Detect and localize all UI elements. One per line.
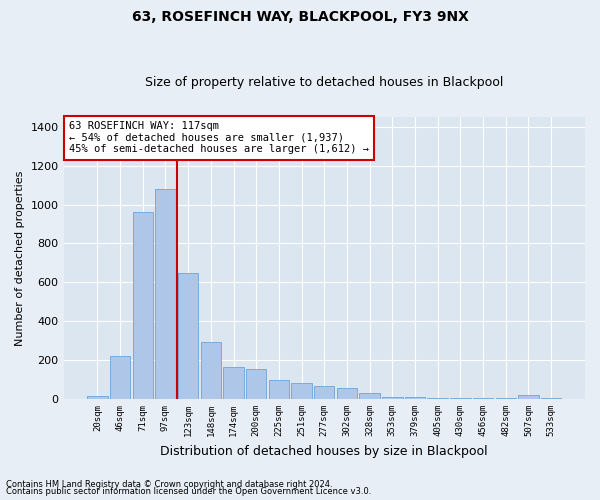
Bar xyxy=(496,398,516,399)
Bar xyxy=(427,398,448,399)
Bar xyxy=(337,388,357,399)
Bar xyxy=(541,398,561,399)
X-axis label: Distribution of detached houses by size in Blackpool: Distribution of detached houses by size … xyxy=(160,444,488,458)
Bar xyxy=(133,212,153,399)
Bar xyxy=(178,272,199,399)
Bar xyxy=(405,397,425,399)
Text: Contains HM Land Registry data © Crown copyright and database right 2024.: Contains HM Land Registry data © Crown c… xyxy=(6,480,332,489)
Bar xyxy=(450,398,470,399)
Bar xyxy=(246,369,266,399)
Bar xyxy=(155,189,176,399)
Bar xyxy=(87,396,107,399)
Bar xyxy=(314,386,334,399)
Bar xyxy=(292,384,312,399)
Y-axis label: Number of detached properties: Number of detached properties xyxy=(15,170,25,346)
Bar xyxy=(269,380,289,399)
Text: Contains public sector information licensed under the Open Government Licence v3: Contains public sector information licen… xyxy=(6,487,371,496)
Title: Size of property relative to detached houses in Blackpool: Size of property relative to detached ho… xyxy=(145,76,503,90)
Bar xyxy=(200,342,221,399)
Bar xyxy=(223,367,244,399)
Text: 63 ROSEFINCH WAY: 117sqm
← 54% of detached houses are smaller (1,937)
45% of sem: 63 ROSEFINCH WAY: 117sqm ← 54% of detach… xyxy=(69,122,369,154)
Bar xyxy=(110,356,130,399)
Text: 63, ROSEFINCH WAY, BLACKPOOL, FY3 9NX: 63, ROSEFINCH WAY, BLACKPOOL, FY3 9NX xyxy=(131,10,469,24)
Bar xyxy=(382,397,403,399)
Bar xyxy=(473,398,493,399)
Bar xyxy=(518,395,539,399)
Bar xyxy=(359,393,380,399)
